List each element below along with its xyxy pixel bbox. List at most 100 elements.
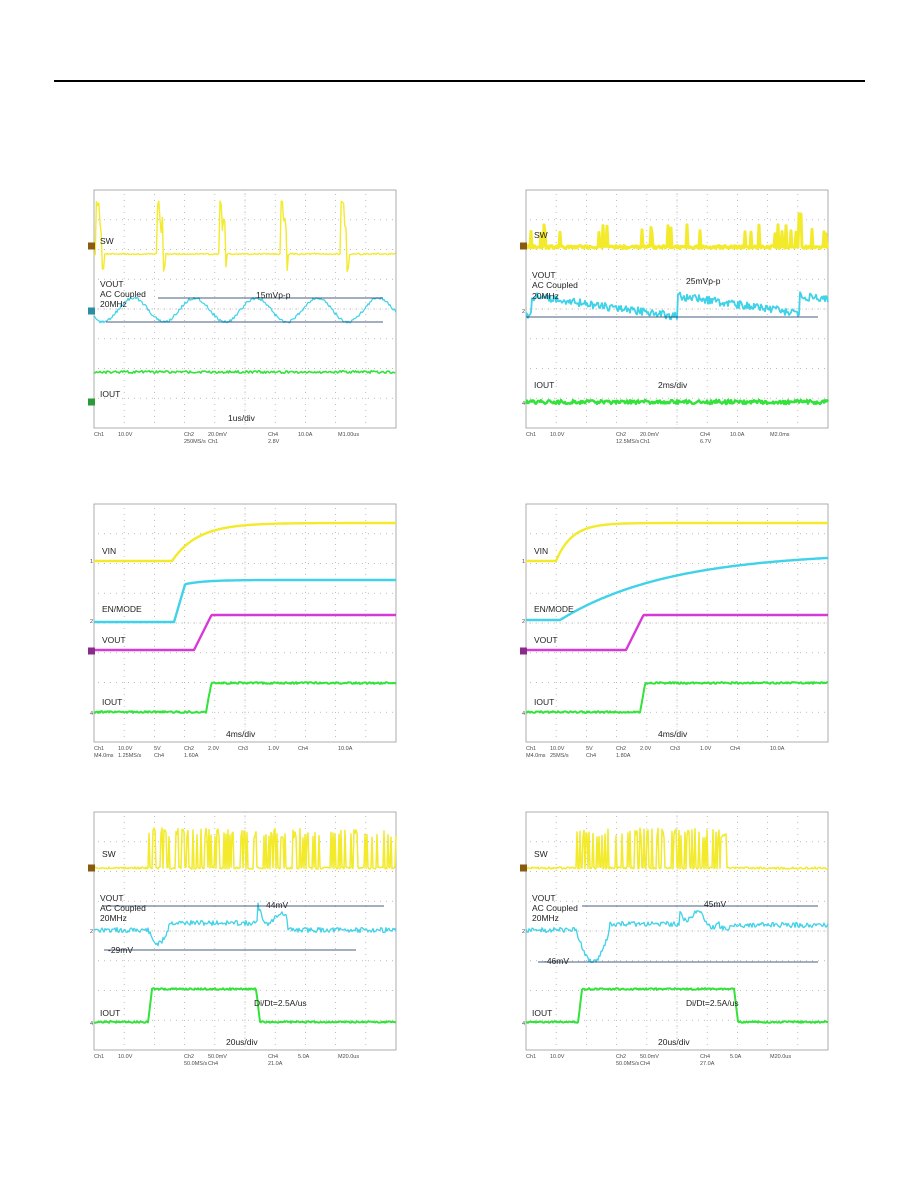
trace-label: SW [102, 849, 116, 859]
scope-readout: 10.0V [550, 746, 565, 752]
scope-readout: M4.0ms [94, 753, 114, 758]
ch1-marker [520, 864, 527, 872]
ch4-marker: 4 [522, 711, 525, 717]
ch1-marker [520, 242, 527, 250]
scope-panel-load-transient: 2 4 SW VOUT AC Coupled 20MHz 44mV -29mV IOUT Di/D… [88, 808, 400, 1066]
scope-readout: Ch1 [94, 1054, 104, 1060]
trace-label: IOUT [100, 1008, 120, 1018]
trace-label: SW [534, 849, 548, 859]
trace-label: 4ms/div [658, 729, 688, 739]
en-mode-trace [93, 578, 397, 624]
scope-readout: M4.0ms [526, 753, 546, 758]
scope-readout: 20.0mV [640, 432, 659, 438]
scope-readout: 10.0V [550, 1054, 565, 1060]
scope-readout: 1.25MS/s [118, 753, 141, 758]
scope-readout: 25MS/s [550, 753, 569, 758]
scope-readout: 5.0A [730, 1054, 742, 1060]
scope-readout: 2.0V [208, 746, 220, 752]
scope-readout: 1.0V [700, 746, 712, 752]
iout-trace [93, 681, 397, 714]
scope-panel-switching-ripple: SW VOUT AC Coupled 20MHz 15mVp-p IOUT 1us/div C… [88, 186, 400, 444]
ch3-marker [520, 647, 527, 655]
scope-readout: 10.0A [770, 746, 785, 752]
trace-label: 15mVp-p [256, 290, 291, 300]
trace-label: 20MHz [532, 913, 559, 923]
trace-label: VIN [102, 546, 116, 556]
scope-readout: 6.7V [700, 439, 712, 444]
scope-readout: 5V [154, 746, 161, 752]
didt-label: Di/Dt=2.5A/us [686, 998, 739, 1008]
en-mode-trace [525, 556, 829, 622]
scope-readout: 10.0V [118, 432, 133, 438]
scope-panel-startup-en-slow: 1 2 4 VIN EN/MODE VOUT IOUT 4ms/div Ch1 10.0V 5V Ch… [520, 500, 832, 758]
scope-readout: 5.0A [298, 1054, 310, 1060]
vout-trace [525, 613, 829, 652]
vout-trace [525, 291, 829, 321]
trace-label: 20MHz [100, 913, 127, 923]
scope-readout: Ch4 [730, 746, 740, 752]
scope-readout: Ch2 [616, 432, 626, 438]
scope-readout: M20.0us [338, 1054, 359, 1060]
scope-readout: 250MS/s [184, 439, 206, 444]
trace-label: 25mVp-p [686, 276, 721, 286]
trace-label: VOUT [534, 635, 558, 645]
trace-label: VOUT [102, 635, 126, 645]
scope-readout: 10.0A [338, 746, 353, 752]
trace-label: VOUT [532, 893, 556, 903]
ch2-marker [88, 307, 95, 315]
graticule-dots [98, 194, 393, 423]
ch1-marker: 1 [522, 559, 525, 565]
trace-label: 20MHz [100, 299, 127, 309]
iout-trace [525, 987, 829, 1024]
scope-readout: 21.0A [268, 1061, 283, 1066]
vout-trace [93, 902, 397, 947]
ch1-marker: 1 [90, 559, 93, 565]
scope-readout: Ch2 [184, 432, 194, 438]
sw-trace [525, 827, 829, 870]
graticule-dots [530, 194, 825, 423]
scope-readout: 12.5MS/s [616, 439, 639, 444]
scope-readout: Ch1 [526, 1054, 536, 1060]
scope-readout: Ch1 [94, 746, 104, 752]
scope-readout: 20.0mV [208, 432, 227, 438]
scope-readout: Ch4 [700, 1054, 710, 1060]
iout-trace [94, 987, 397, 1024]
ch4-marker: 4 [90, 711, 93, 717]
trace-label: SW [100, 236, 114, 246]
trace-label: AC Coupled [532, 280, 578, 290]
scope-readout: Ch1 [94, 432, 104, 438]
trace-label: SW [534, 230, 548, 240]
trace-label: VOUT [100, 279, 124, 289]
scope-readout: Ch4 [154, 753, 164, 758]
ch2-marker: 2 [522, 619, 525, 625]
iout-trace [93, 370, 396, 374]
vout-trace [93, 613, 397, 652]
ch2-marker: 2 [522, 929, 525, 935]
scope-readout: 1.80A [616, 753, 631, 758]
scope-readout: Ch3 [238, 746, 248, 752]
scope-readout: Ch2 [184, 1054, 194, 1060]
trace-label: IOUT [534, 380, 554, 390]
ch4-marker: 4 [522, 401, 525, 407]
scope-readout: 5V [586, 746, 593, 752]
scope-readout: 10.0V [118, 746, 133, 752]
ch3-marker [88, 647, 95, 655]
trace-label: IOUT [100, 389, 120, 399]
trace-label: VOUT [100, 893, 124, 903]
scope-readout: 50.0mV [208, 1054, 227, 1060]
trace-label: AC Coupled [100, 289, 146, 299]
scope-readout: Ch1 [208, 439, 218, 444]
trace-label: 20us/div [658, 1037, 690, 1047]
scope-panel-lightload-ripple: 2 4 SW VOUT AC Coupled 20MHz 25mVp-p IOUT 2ms/di… [520, 186, 832, 444]
scope-readout: Ch1 [640, 439, 650, 444]
vout-trace [93, 296, 397, 324]
scope-readout: Ch2 [616, 746, 626, 752]
scope-panel-load-transient-2: 2 4 SW VOUT AC Coupled 20MHz 45mV -46mV IOUT Di/D… [520, 808, 832, 1066]
ch2-marker: 2 [522, 309, 525, 315]
scope-readout: 50.0MS/s [184, 1061, 207, 1066]
didt-label: Di/Dt=2.5A/us [254, 998, 307, 1008]
trace-label: AC Coupled [532, 903, 578, 913]
scope-readout: Ch4 [268, 1054, 278, 1060]
